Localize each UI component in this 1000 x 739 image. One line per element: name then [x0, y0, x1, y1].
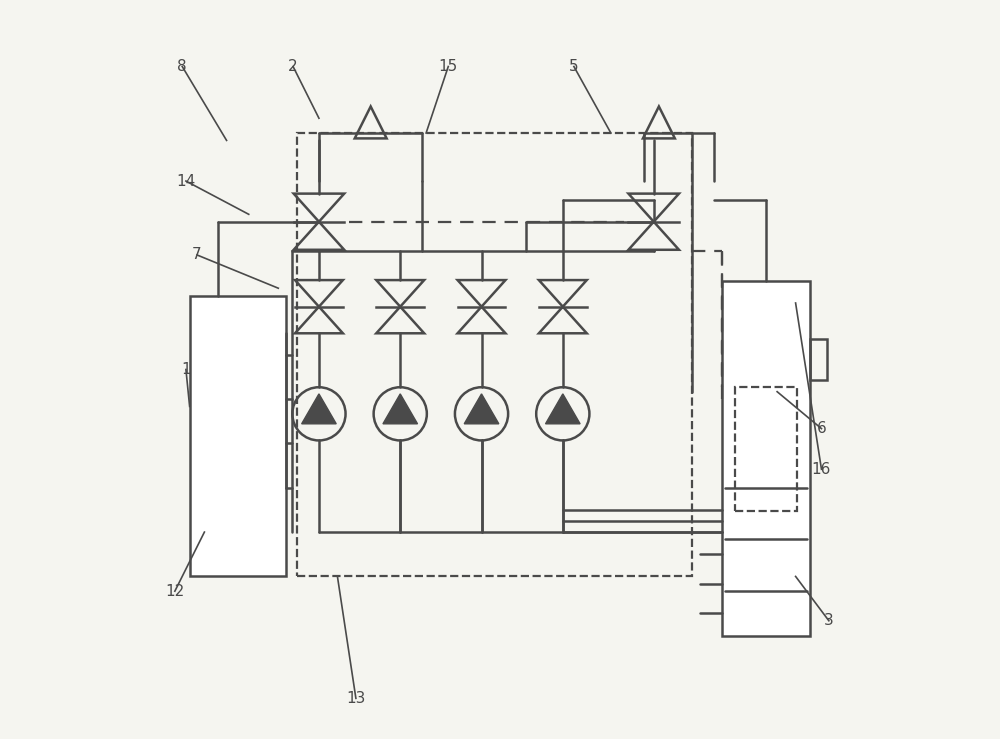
- Text: 3: 3: [824, 613, 834, 628]
- Text: 12: 12: [165, 584, 184, 599]
- Bar: [722, 281, 810, 636]
- Polygon shape: [464, 394, 499, 424]
- Bar: [810, 339, 827, 380]
- Text: 16: 16: [812, 462, 831, 477]
- Text: 2: 2: [288, 59, 298, 74]
- Polygon shape: [302, 394, 336, 424]
- Text: 13: 13: [346, 691, 366, 706]
- Text: 1: 1: [181, 362, 191, 377]
- Polygon shape: [383, 394, 418, 424]
- Bar: [190, 296, 286, 576]
- Text: 15: 15: [439, 59, 458, 74]
- Polygon shape: [546, 394, 580, 424]
- Text: 6: 6: [817, 421, 826, 436]
- Bar: [297, 133, 692, 576]
- Text: 14: 14: [176, 174, 196, 188]
- Text: 5: 5: [569, 59, 579, 74]
- Text: 8: 8: [177, 59, 187, 74]
- Bar: [735, 387, 797, 511]
- Text: 7: 7: [192, 248, 202, 262]
